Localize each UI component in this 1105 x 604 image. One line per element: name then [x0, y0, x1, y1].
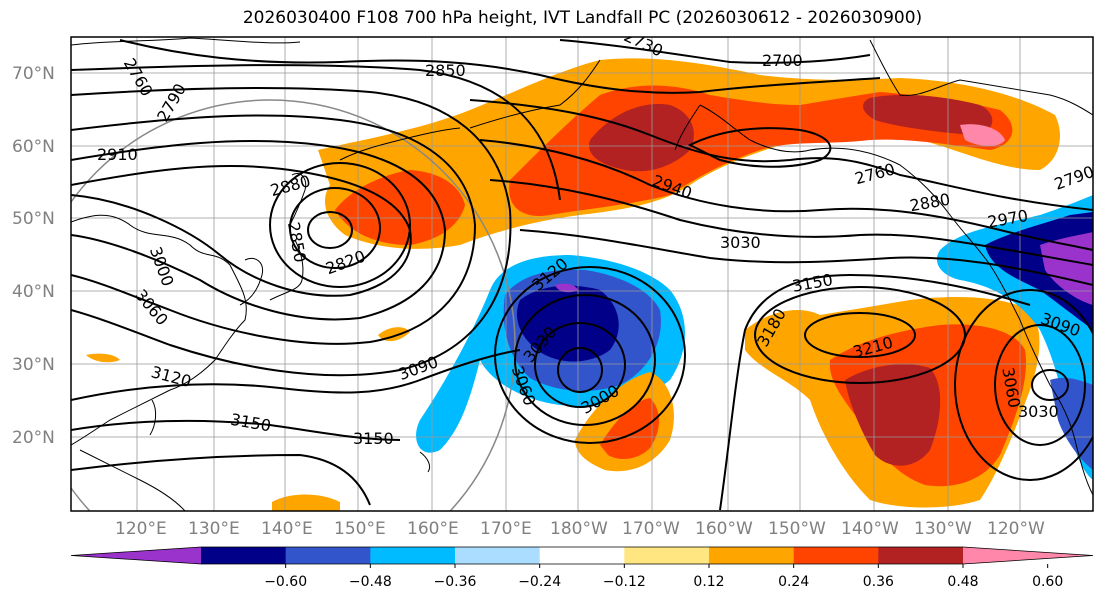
colorbar-tick-label: −0.12: [603, 574, 646, 590]
colorbar-segment: [455, 547, 541, 564]
colorbar-outline: [70, 546, 1094, 565]
svg-text:2700: 2700: [762, 51, 803, 70]
range-circle: [71, 99, 516, 511]
svg-text:140°E: 140°E: [261, 519, 313, 539]
colorbar-segment: [793, 547, 879, 564]
colorbar-segment: [201, 547, 287, 564]
svg-text:170°E: 170°E: [480, 519, 532, 539]
svg-text:3150: 3150: [353, 429, 394, 448]
colorbar-segment: [285, 547, 371, 564]
svg-text:150°E: 150°E: [334, 519, 386, 539]
colorbar-tick-label: −0.48: [349, 574, 392, 590]
svg-text:120°E: 120°E: [115, 519, 167, 539]
colorbar-tick-label: 0.12: [693, 574, 724, 590]
map-title: 2026030400 F108 700 hPa height, IVT Land…: [242, 8, 923, 28]
colorbar-segment: [709, 547, 795, 564]
svg-text:150°W: 150°W: [768, 519, 826, 539]
svg-text:40°N: 40°N: [12, 282, 55, 302]
svg-text:2850: 2850: [425, 61, 466, 80]
colorbar-segment: [370, 547, 456, 564]
colorbar-tick-label: 0.48: [947, 574, 978, 590]
svg-text:3030: 3030: [720, 233, 761, 252]
colorbar-segment: [539, 547, 625, 564]
colorbar-tick-label: −0.60: [264, 574, 307, 590]
ivt-shading: [86, 58, 1093, 511]
svg-text:20°N: 20°N: [12, 428, 55, 448]
svg-text:2910: 2910: [97, 145, 138, 164]
colorbar-segment: [624, 547, 710, 564]
graticule: [71, 37, 1093, 511]
longitude-labels: 120°E 130°E 140°E 150°E 160°E 170°E 180°…: [115, 519, 1045, 539]
svg-text:130°E: 130°E: [188, 519, 240, 539]
colorbar-tick-label: 0.36: [863, 574, 894, 590]
colorbar: −0.60 −0.48 −0.36 −0.24 −0.12 0.12 0.24 0.36 0.4…: [70, 546, 1094, 590]
colorbar-tick-label: 0.24: [778, 574, 809, 590]
colorbar-tick-label: −0.36: [434, 574, 477, 590]
svg-text:140°W: 140°W: [841, 519, 899, 539]
svg-text:120°W: 120°W: [987, 519, 1045, 539]
svg-text:70°N: 70°N: [12, 64, 55, 84]
svg-text:50°N: 50°N: [12, 209, 55, 229]
colorbar-tick-label: −0.24: [518, 574, 561, 590]
colorbar-extend-high: [963, 547, 1093, 564]
colorbar-segment: [878, 547, 964, 564]
svg-text:160°E: 160°E: [407, 519, 459, 539]
svg-text:30°N: 30°N: [12, 355, 55, 375]
colorbar-extend-low: [71, 547, 201, 564]
colorbar-tick-label: 0.60: [1032, 574, 1063, 590]
svg-text:130°W: 130°W: [914, 519, 972, 539]
height-contours: [71, 39, 1093, 511]
svg-text:60°N: 60°N: [12, 137, 55, 157]
map-border: [70, 36, 1094, 512]
svg-text:180°W: 180°W: [550, 519, 608, 539]
svg-text:170°W: 170°W: [622, 519, 680, 539]
latitude-labels: 70°N 60°N 50°N 40°N 30°N 20°N: [12, 64, 55, 448]
svg-text:3030: 3030: [1018, 402, 1059, 421]
svg-text:160°W: 160°W: [695, 519, 753, 539]
